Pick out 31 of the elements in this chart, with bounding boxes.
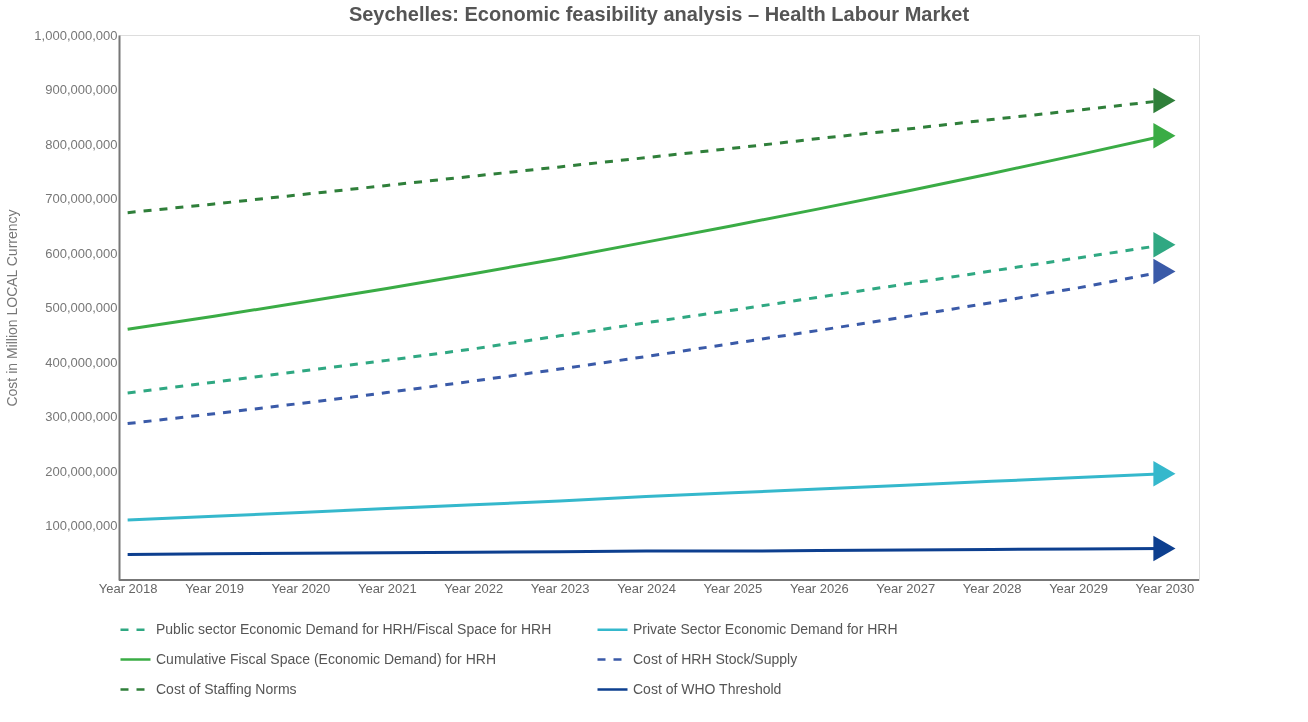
x-tick-label: Year 2020: [271, 580, 331, 596]
x-tick-label: Year 2021: [357, 580, 417, 596]
x-tick-label: Year 2029: [1049, 580, 1108, 596]
legend-label: Private Sector Economic Demand for HRH: [633, 620, 898, 637]
y-tick-label: 1,000,000,000: [34, 27, 118, 43]
y-tick-label: 800,000,000: [45, 136, 118, 152]
x-tick-label: Year 2025: [703, 580, 763, 596]
x-tick-label: Year 2030: [1135, 580, 1195, 596]
y-tick-label: 700,000,000: [45, 191, 118, 206]
y-tick-label: 600,000,000: [45, 245, 118, 261]
x-tick-label: Year 2023: [530, 580, 590, 596]
legend-label: Cost of Staffing Norms: [156, 680, 297, 697]
x-tick-label: Year 2018: [98, 580, 158, 596]
x-tick-label: Year 2019: [185, 580, 244, 596]
chart-title: Seychelles: Economic feasibility analysis – Health Labour Market: [348, 3, 970, 25]
x-tick-label: Year 2028: [962, 580, 1022, 596]
x-tick-label: Year 2026: [789, 580, 849, 596]
y-tick-label: 300,000,000: [45, 409, 118, 424]
x-tick-label: Year 2024: [617, 580, 676, 596]
legend-label: Public sector Economic Demand for HRH/Fiscal Space for HRH: [156, 620, 552, 637]
legend-label: Cost of HRH Stock/Supply: [633, 650, 798, 667]
y-tick-label: 500,000,000: [45, 300, 118, 315]
y-tick-label: 400,000,000: [45, 354, 118, 370]
x-tick-label: Year 2022: [444, 580, 504, 596]
x-tick-label: Year 2027: [876, 580, 936, 596]
y-tick-label: 200,000,000: [45, 463, 118, 479]
y-tick-label: 900,000,000: [45, 82, 118, 97]
y-tick-label: 100,000,000: [45, 518, 118, 533]
y-axis-title: Cost in Million LOCAL Currency: [4, 209, 21, 407]
legend-label: Cumulative Fiscal Space (Economic Demand) for HRH: [156, 650, 496, 667]
legend-label: Cost of WHO Threshold: [633, 680, 782, 697]
